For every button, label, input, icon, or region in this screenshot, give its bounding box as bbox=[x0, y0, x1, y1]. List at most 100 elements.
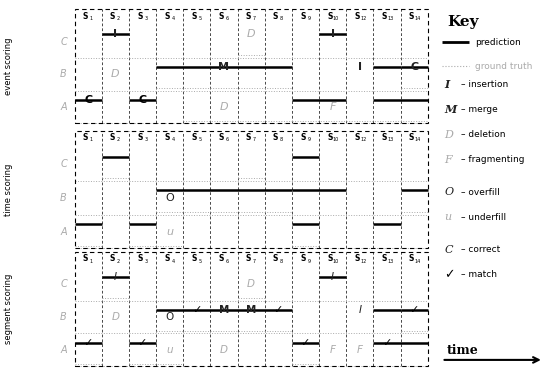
Text: D: D bbox=[112, 312, 119, 322]
Text: M: M bbox=[219, 62, 230, 72]
Text: 13: 13 bbox=[387, 16, 394, 21]
Text: S: S bbox=[409, 133, 414, 142]
Text: 9: 9 bbox=[307, 259, 310, 263]
Text: prediction: prediction bbox=[475, 38, 521, 47]
Text: S: S bbox=[381, 133, 387, 142]
Text: S: S bbox=[110, 133, 115, 142]
Text: S: S bbox=[409, 11, 414, 21]
Text: S: S bbox=[381, 254, 387, 263]
Text: 8: 8 bbox=[280, 16, 283, 21]
Text: ✓: ✓ bbox=[274, 305, 283, 315]
Text: S: S bbox=[354, 254, 360, 263]
Text: S: S bbox=[137, 254, 142, 263]
Text: F: F bbox=[330, 345, 336, 355]
Text: S: S bbox=[219, 11, 224, 21]
Text: 13: 13 bbox=[387, 259, 394, 263]
Text: F: F bbox=[444, 155, 452, 165]
Text: 5: 5 bbox=[199, 16, 201, 21]
Text: S: S bbox=[137, 11, 142, 21]
Text: I: I bbox=[358, 62, 362, 72]
Text: C: C bbox=[60, 159, 67, 169]
Text: C: C bbox=[444, 244, 453, 255]
Text: S: S bbox=[192, 254, 197, 263]
Text: B: B bbox=[60, 69, 67, 79]
Text: F: F bbox=[357, 345, 363, 355]
Text: S: S bbox=[137, 133, 142, 142]
Text: 13: 13 bbox=[387, 138, 394, 142]
Text: D: D bbox=[220, 345, 228, 355]
Text: 1: 1 bbox=[90, 259, 93, 263]
Text: 10: 10 bbox=[333, 16, 339, 21]
Text: 4: 4 bbox=[171, 138, 174, 142]
Text: event scoring: event scoring bbox=[4, 38, 13, 95]
Text: S: S bbox=[164, 254, 169, 263]
Text: S: S bbox=[327, 11, 333, 21]
Text: S: S bbox=[354, 11, 360, 21]
Text: S: S bbox=[83, 133, 88, 142]
Text: 10: 10 bbox=[333, 138, 339, 142]
Text: D: D bbox=[111, 69, 120, 79]
Text: 2: 2 bbox=[117, 259, 120, 263]
Text: 8: 8 bbox=[280, 138, 283, 142]
Text: M: M bbox=[219, 305, 229, 315]
Text: 1: 1 bbox=[90, 138, 93, 142]
Text: segment scoring: segment scoring bbox=[4, 274, 13, 344]
Text: – fragmenting: – fragmenting bbox=[461, 155, 524, 164]
Text: – insertion: – insertion bbox=[461, 80, 508, 89]
Text: D: D bbox=[444, 130, 453, 140]
Text: S: S bbox=[300, 133, 305, 142]
Text: I: I bbox=[331, 272, 334, 282]
Text: I: I bbox=[444, 79, 450, 90]
Text: ✓: ✓ bbox=[444, 268, 455, 281]
Text: S: S bbox=[300, 254, 305, 263]
Text: A: A bbox=[60, 345, 67, 355]
Text: M: M bbox=[246, 305, 256, 315]
Text: 2: 2 bbox=[117, 138, 120, 142]
Text: O: O bbox=[165, 193, 174, 203]
Text: M: M bbox=[444, 104, 457, 115]
Text: 5: 5 bbox=[199, 138, 201, 142]
Text: S: S bbox=[246, 254, 251, 263]
Text: I: I bbox=[114, 272, 117, 282]
Text: D: D bbox=[247, 29, 256, 39]
Text: S: S bbox=[300, 11, 305, 21]
Text: F: F bbox=[330, 102, 336, 112]
Text: 4: 4 bbox=[171, 259, 174, 263]
Text: 8: 8 bbox=[280, 259, 283, 263]
Text: – match: – match bbox=[461, 270, 497, 279]
Text: 10: 10 bbox=[333, 259, 339, 263]
Text: S: S bbox=[83, 254, 88, 263]
Text: D: D bbox=[220, 102, 229, 112]
Text: ✓: ✓ bbox=[410, 305, 419, 315]
Text: time scoring: time scoring bbox=[4, 163, 13, 216]
Text: 14: 14 bbox=[415, 138, 421, 142]
Text: S: S bbox=[192, 11, 197, 21]
Text: 9: 9 bbox=[307, 138, 310, 142]
Text: S: S bbox=[164, 11, 169, 21]
Text: S: S bbox=[409, 254, 414, 263]
Text: S: S bbox=[327, 254, 333, 263]
Text: – correct: – correct bbox=[461, 245, 500, 254]
Text: S: S bbox=[246, 133, 251, 142]
Text: S: S bbox=[246, 11, 251, 21]
Text: time: time bbox=[447, 344, 479, 357]
Text: u: u bbox=[444, 212, 452, 222]
Text: C: C bbox=[84, 95, 92, 105]
Text: A: A bbox=[60, 227, 67, 237]
Text: I: I bbox=[331, 29, 335, 39]
Text: 6: 6 bbox=[226, 259, 229, 263]
Text: 3: 3 bbox=[144, 259, 147, 263]
Text: 1: 1 bbox=[90, 16, 93, 21]
Text: 2: 2 bbox=[117, 16, 120, 21]
Text: 9: 9 bbox=[307, 16, 310, 21]
Text: S: S bbox=[273, 133, 278, 142]
Text: 3: 3 bbox=[144, 16, 147, 21]
Text: 6: 6 bbox=[226, 138, 229, 142]
Text: u: u bbox=[166, 345, 173, 355]
Text: 7: 7 bbox=[253, 16, 256, 21]
Text: ✓: ✓ bbox=[192, 305, 201, 315]
Text: S: S bbox=[327, 133, 333, 142]
Text: ✓: ✓ bbox=[83, 337, 93, 348]
Text: S: S bbox=[219, 133, 224, 142]
Text: ✓: ✓ bbox=[138, 337, 147, 348]
